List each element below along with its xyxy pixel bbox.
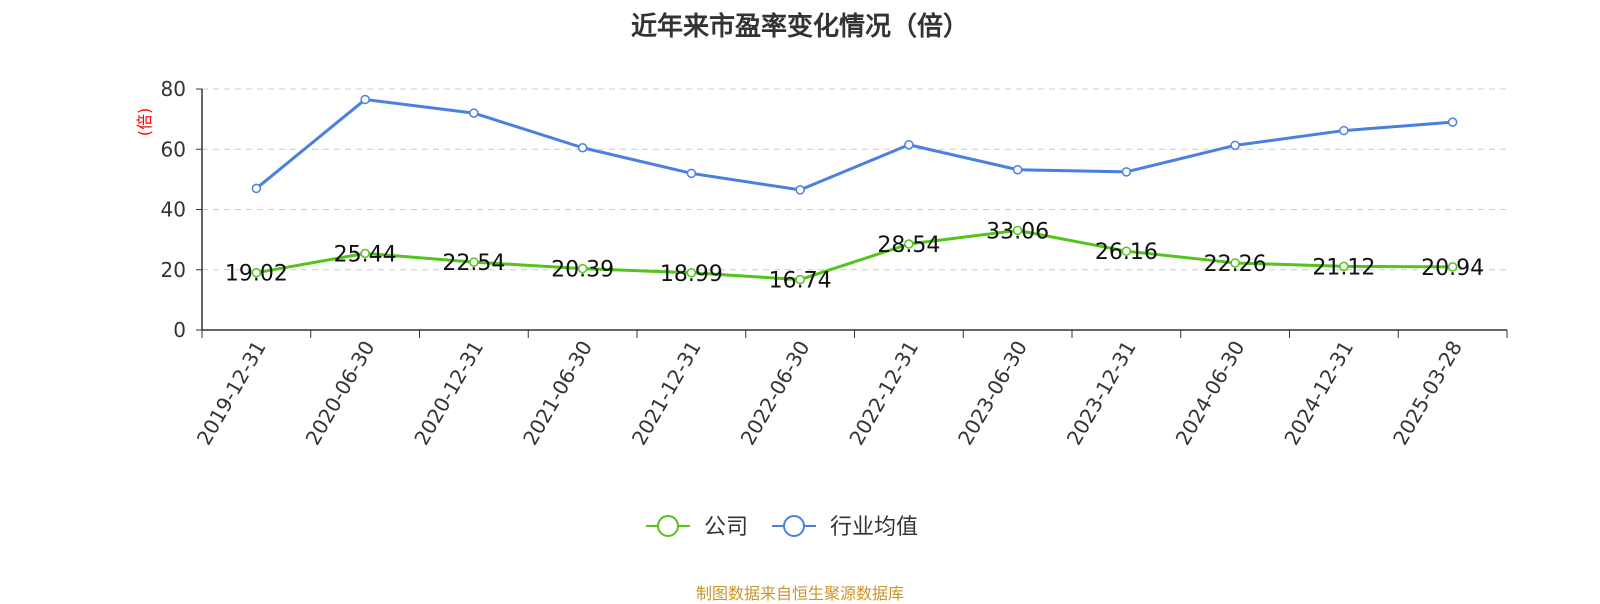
data-point [1121,246,1132,256]
data-point [360,94,370,105]
y-tick-label: 60 [161,137,186,161]
data-label: 33.06 [986,219,1049,244]
y-tick-label: 40 [161,198,186,222]
x-tick-label: 2022-06-30 [736,337,815,450]
data-point [1447,262,1458,272]
data-point [251,183,262,194]
data-point [1012,225,1023,236]
x-tick-label: 2025-03-28 [1388,337,1467,450]
data-point [1230,140,1240,151]
data-point [795,274,805,285]
series-line [255,98,1453,192]
legend[interactable]: 公司 行业均值 [646,515,918,540]
x-tick-label: 2020-06-30 [301,337,380,450]
data-point [1447,117,1458,127]
series [251,94,1458,285]
data-point [577,142,588,153]
source-note: 制图数据来自恒生聚源数据库 [695,584,904,603]
data-point [577,263,588,274]
data-point [360,248,370,259]
legend-label: 行业均值 [830,515,918,540]
legend-label: 公司 [704,515,748,540]
data-label: 20.39 [551,258,614,283]
data-point [251,267,262,278]
data-point [1339,261,1349,272]
data-labels: 19.02 25.44 22.54 20.39 18.99 16.74 28.54 33.06… [225,219,1484,293]
data-point [469,257,479,267]
data-point [1012,164,1023,175]
data-label: 19.02 [225,262,288,287]
data-label: 21.12 [1312,255,1375,280]
data-point [1339,125,1349,136]
x-tick-label: 2023-12-31 [1062,337,1141,450]
chart-title: 近年来市盈率变化情况（倍） [630,12,969,42]
data-point [686,268,697,278]
data-label: 18.99 [660,262,723,287]
data-point [904,139,914,150]
grid-lines [202,88,1507,271]
data-label: 20.94 [1421,256,1484,281]
y-tick-label: 80 [161,77,186,101]
y-axis-label: (倍) [135,108,154,137]
x-tick-label: 2024-06-30 [1171,337,1250,450]
x-tick-label: 2019-12-31 [192,337,271,450]
data-point [469,108,479,118]
data-label: 16.74 [769,269,832,294]
series-0 [251,225,1458,285]
data-label: 25.44 [334,242,397,267]
series-line [256,228,1453,282]
data-point [686,168,697,179]
data-label: 28.54 [877,233,940,258]
legend-item-0[interactable]: 公司 [646,515,748,540]
data-point [795,185,805,195]
x-tick-label: 2021-06-30 [518,337,597,450]
data-point [1230,258,1240,268]
series-1 [251,94,1458,195]
data-label: 26.16 [1095,240,1158,265]
y-tick-label: 0 [173,318,186,342]
y-tick-label: 20 [161,258,186,282]
legend-marker [657,515,679,537]
data-point [904,239,914,249]
x-tick-label: 2020-12-31 [409,337,488,450]
x-tick-label: 2023-06-30 [953,337,1032,450]
data-label: 22.54 [442,251,505,276]
x-tick-label: 2021-12-31 [627,337,706,450]
x-tick-label: 2024-12-31 [1279,337,1358,450]
data-label: 22.26 [1204,252,1267,277]
data-point [1121,167,1132,177]
legend-item-1[interactable]: 行业均值 [772,515,918,540]
x-tick-label: 2022-12-31 [844,337,923,450]
legend-marker [783,515,805,537]
